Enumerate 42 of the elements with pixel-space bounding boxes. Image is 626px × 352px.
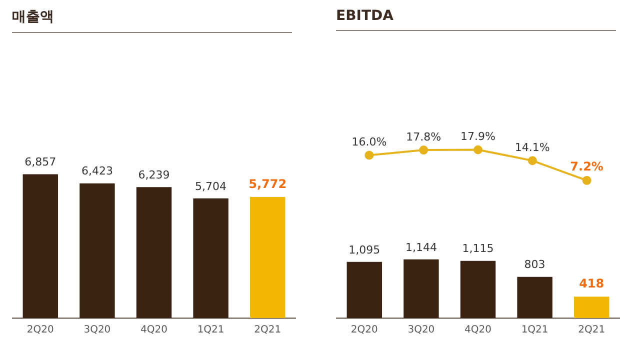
chart-title: 매출액 [12, 8, 292, 33]
x-tick-label: 2Q21 [254, 324, 282, 336]
data-label: 17.9% [460, 130, 496, 144]
data-label: 803 [524, 258, 546, 272]
data-label: 6,423 [81, 164, 113, 178]
x-tick-label: 2Q21 [578, 324, 606, 336]
bar [80, 183, 115, 318]
data-label: 5,772 [248, 177, 287, 192]
bar [136, 187, 172, 318]
x-tick-label: 2Q20 [350, 324, 378, 336]
data-label: 1,095 [348, 243, 380, 256]
chart-title: EBITDA [336, 8, 616, 31]
bar [250, 196, 286, 318]
x-tick-label: 3Q20 [84, 324, 111, 336]
bar [404, 259, 439, 318]
x-tick-label: 1Q21 [521, 324, 548, 336]
data-label: 6,239 [138, 168, 170, 182]
x-tick-label: 1Q21 [197, 324, 224, 336]
point [419, 146, 428, 155]
x-tick-label: 4Q20 [140, 324, 168, 336]
point [364, 150, 374, 160]
point [528, 156, 537, 166]
point [582, 176, 592, 185]
data-label: 1,144 [405, 240, 437, 254]
data-label: 418 [579, 276, 604, 291]
bar [574, 296, 610, 318]
x-tick-label: 3Q20 [408, 324, 435, 336]
data-label: 6,857 [24, 156, 56, 169]
bar [517, 276, 552, 318]
data-label: 5,704 [195, 180, 227, 193]
data-label: 7.2% [570, 160, 604, 174]
bar [346, 262, 382, 318]
bar [193, 198, 228, 318]
data-label: 1,115 [462, 242, 494, 256]
data-label: 17.8% [406, 130, 442, 144]
x-tick-label: 2Q20 [26, 324, 54, 336]
point [474, 145, 482, 154]
data-label: 14.1% [514, 140, 550, 154]
bar [22, 174, 58, 318]
bar [460, 260, 496, 318]
data-label: 16.0% [352, 136, 387, 149]
x-tick-label: 4Q20 [464, 324, 492, 336]
